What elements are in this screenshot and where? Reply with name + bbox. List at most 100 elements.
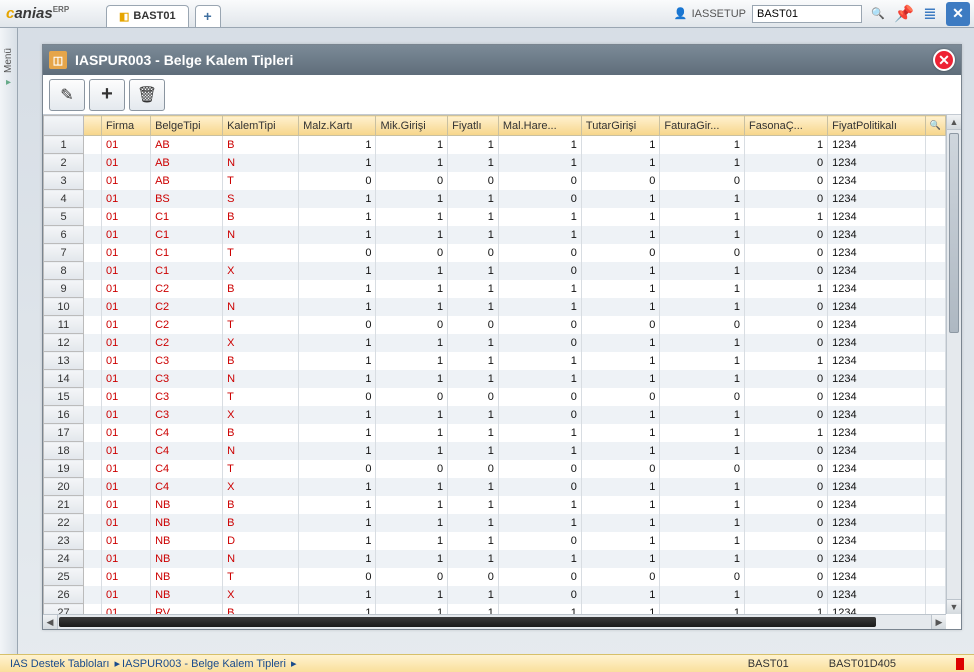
table-cell[interactable]: 1 [376, 370, 448, 388]
table-cell[interactable]: 1 [660, 208, 745, 226]
add-button[interactable]: + [89, 79, 125, 111]
table-cell[interactable]: 1234 [828, 244, 926, 262]
table-cell[interactable]: 1 [299, 208, 376, 226]
table-row[interactable]: 2701RVB11111111234 [44, 604, 946, 615]
table-cell[interactable]: S [223, 190, 299, 208]
table-cell[interactable]: 01 [102, 298, 151, 316]
table-cell[interactable]: C3 [151, 388, 223, 406]
table-cell[interactable]: 1 [581, 334, 659, 352]
table-cell[interactable]: 1 [660, 190, 745, 208]
table-cell[interactable]: 1234 [828, 136, 926, 154]
table-cell[interactable]: 1 [498, 136, 581, 154]
column-header[interactable]: Mik.Girişi [376, 116, 448, 136]
table-cell[interactable]: 1 [660, 406, 745, 424]
table-cell[interactable]: 1 [299, 154, 376, 172]
table-cell[interactable]: T [223, 316, 299, 334]
table-cell[interactable]: 1 [660, 424, 745, 442]
table-cell[interactable]: B [223, 136, 299, 154]
table-cell[interactable]: 0 [581, 568, 659, 586]
table-cell[interactable]: 1 [660, 334, 745, 352]
table-cell[interactable]: 1 [581, 514, 659, 532]
table-cell[interactable]: 01 [102, 136, 151, 154]
table-cell[interactable]: 01 [102, 442, 151, 460]
table-cell[interactable]: 1 [376, 154, 448, 172]
table-cell[interactable]: 0 [745, 262, 828, 280]
table-cell[interactable]: BS [151, 190, 223, 208]
table-cell[interactable]: 0 [745, 154, 828, 172]
table-cell[interactable]: B [223, 604, 299, 615]
table-cell[interactable]: 0 [581, 172, 659, 190]
table-cell[interactable]: 1 [581, 604, 659, 615]
table-cell[interactable]: 1 [448, 370, 499, 388]
table-cell[interactable]: X [223, 406, 299, 424]
table-row[interactable]: 1601C3X11101101234 [44, 406, 946, 424]
table-cell[interactable]: 01 [102, 334, 151, 352]
table-cell[interactable]: 1 [376, 226, 448, 244]
table-cell[interactable]: 1 [660, 352, 745, 370]
table-cell[interactable]: 1 [299, 532, 376, 550]
table-cell[interactable]: 0 [448, 460, 499, 478]
table-cell[interactable]: 01 [102, 586, 151, 604]
table-cell[interactable]: 0 [498, 190, 581, 208]
table-cell[interactable]: 1 [299, 424, 376, 442]
table-cell[interactable]: 1 [498, 370, 581, 388]
user-indicator[interactable]: 👤 IASSETUP [674, 7, 746, 20]
table-cell[interactable]: 1 [299, 586, 376, 604]
table-cell[interactable]: 01 [102, 172, 151, 190]
table-cell[interactable]: 1 [299, 352, 376, 370]
table-cell[interactable]: 0 [660, 316, 745, 334]
table-cell[interactable]: 1 [660, 478, 745, 496]
table-cell[interactable]: 0 [498, 172, 581, 190]
pin-icon[interactable]: 📌 [894, 4, 914, 24]
edit-button[interactable]: ✎ [49, 79, 85, 111]
table-cell[interactable]: 1 [448, 586, 499, 604]
tab-add[interactable]: + [195, 5, 221, 27]
table-cell[interactable]: 1 [376, 514, 448, 532]
table-row[interactable]: 1901C4T00000001234 [44, 460, 946, 478]
table-cell[interactable]: 0 [745, 334, 828, 352]
table-cell[interactable]: 1 [581, 136, 659, 154]
table-cell[interactable]: 1234 [828, 406, 926, 424]
table-cell[interactable]: N [223, 442, 299, 460]
table-cell[interactable]: 1 [376, 208, 448, 226]
scroll-right-arrow[interactable]: ▶ [931, 615, 946, 629]
table-cell[interactable]: 1 [581, 532, 659, 550]
table-cell[interactable]: 1 [745, 604, 828, 615]
table-cell[interactable]: 1 [299, 262, 376, 280]
table-cell[interactable]: 1234 [828, 298, 926, 316]
table-cell[interactable]: 0 [660, 388, 745, 406]
table-cell[interactable]: 1234 [828, 442, 926, 460]
table-cell[interactable]: 1234 [828, 388, 926, 406]
table-cell[interactable]: 0 [745, 586, 828, 604]
column-header[interactable]: KalemTipi [223, 116, 299, 136]
app-close-button[interactable]: ✕ [946, 2, 970, 26]
table-cell[interactable]: 1 [299, 226, 376, 244]
table-cell[interactable]: 1234 [828, 496, 926, 514]
table-cell[interactable]: B [223, 424, 299, 442]
table-cell[interactable]: 1234 [828, 514, 926, 532]
table-cell[interactable]: 1 [448, 298, 499, 316]
table-row[interactable]: 2101NBB11111101234 [44, 496, 946, 514]
table-cell[interactable]: 1 [660, 370, 745, 388]
table-cell[interactable]: 1 [498, 154, 581, 172]
table-cell[interactable]: X [223, 586, 299, 604]
table-row[interactable]: 2401NBN11111101234 [44, 550, 946, 568]
table-cell[interactable]: 1 [745, 208, 828, 226]
table-row[interactable]: 801C1X11101101234 [44, 262, 946, 280]
table-row[interactable]: 1101C2T00000001234 [44, 316, 946, 334]
table-cell[interactable]: 1 [448, 280, 499, 298]
table-cell[interactable]: 1 [745, 424, 828, 442]
table-cell[interactable]: 1234 [828, 424, 926, 442]
table-cell[interactable]: 1 [448, 190, 499, 208]
table-cell[interactable]: C2 [151, 316, 223, 334]
table-cell[interactable]: C4 [151, 478, 223, 496]
table-cell[interactable]: 0 [745, 550, 828, 568]
table-cell[interactable]: 0 [299, 172, 376, 190]
table-cell[interactable]: 1 [581, 352, 659, 370]
table-cell[interactable]: 0 [498, 568, 581, 586]
table-cell[interactable]: 1 [581, 370, 659, 388]
table-row[interactable]: 1501C3T00000001234 [44, 388, 946, 406]
table-cell[interactable]: 1 [660, 496, 745, 514]
table-cell[interactable]: 1 [448, 514, 499, 532]
table-cell[interactable]: NB [151, 586, 223, 604]
